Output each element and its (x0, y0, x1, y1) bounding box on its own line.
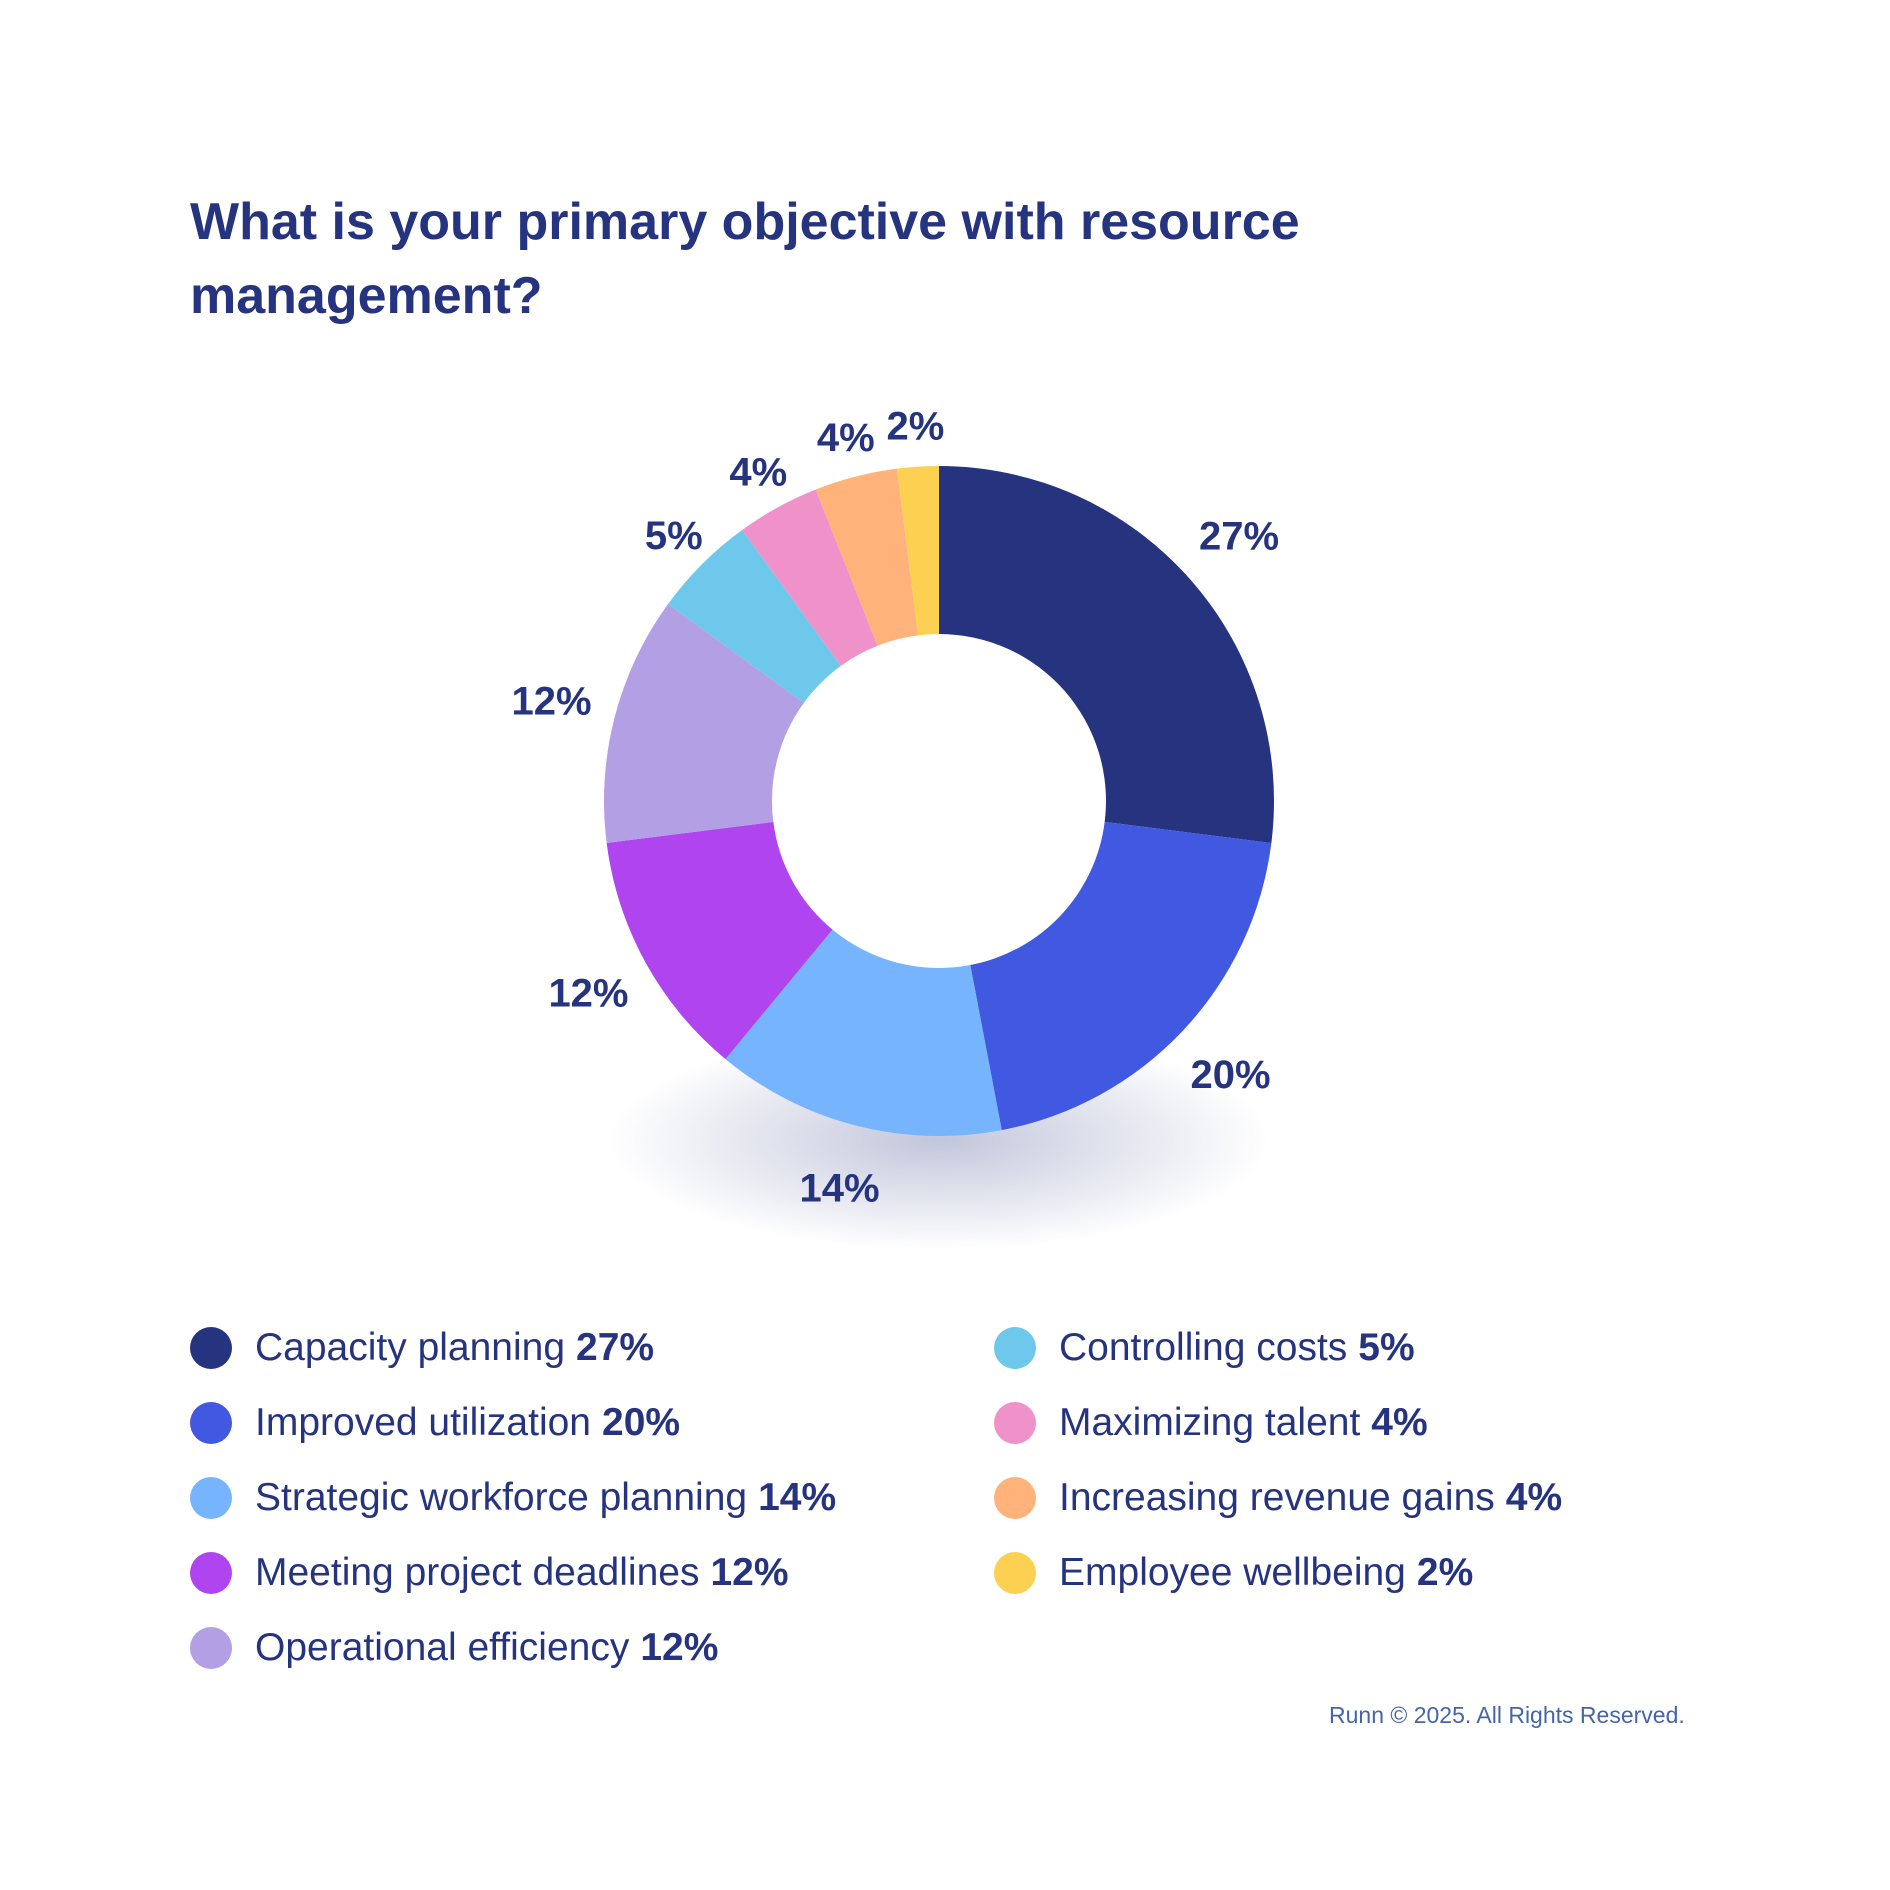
legend-item: Operational efficiency 12% (190, 1610, 836, 1685)
legend-swatch (190, 1476, 232, 1519)
legend-value: 5% (1358, 1325, 1415, 1369)
legend-swatch (190, 1551, 232, 1594)
legend-swatch (994, 1326, 1036, 1369)
legend-swatch (994, 1551, 1036, 1594)
legend-item: Improved utilization 20% (190, 1385, 836, 1460)
legend-value: 14% (758, 1475, 837, 1519)
slice-strategic-workforce-planning (725, 929, 1002, 1136)
copyright-footer: Runn © 2025. All Rights Reserved. (1329, 1702, 1685, 1728)
legend-swatch (994, 1476, 1036, 1519)
legend-item: Strategic workforce planning 14% (190, 1460, 836, 1535)
legend-label: Employee wellbeing (1059, 1550, 1406, 1594)
data-label: 4% (817, 416, 875, 460)
legend-label: Meeting project deadlines (255, 1550, 700, 1594)
legend-item: Increasing revenue gains 4% (994, 1460, 1562, 1535)
slice-meeting-project-deadlines (606, 821, 833, 1060)
data-label: 20% (1191, 1053, 1271, 1097)
slice-employee-wellbeing (897, 466, 939, 636)
legend-value: 4% (1371, 1400, 1428, 1444)
legend-swatch (190, 1401, 232, 1444)
legend-right-column: Controlling costs 5% Maximizing talent 4% In… (994, 1310, 1562, 1610)
data-label: 12% (512, 680, 592, 724)
legend-label: Operational efficiency (255, 1625, 630, 1669)
data-label: 12% (548, 972, 628, 1016)
slice-capacity-planning (939, 466, 1274, 843)
legend-value: 27% (576, 1325, 655, 1369)
data-label: 4% (729, 450, 787, 494)
data-label: 2% (887, 405, 945, 449)
donut-chart: 27% 20% 14% 12% 12% 5% 4% 4% 2% (512, 405, 1279, 1250)
legend-swatch (994, 1401, 1036, 1444)
slice-increasing-revenue-gains (815, 468, 919, 646)
data-label: 5% (645, 514, 703, 558)
data-label: 14% (799, 1166, 879, 1210)
slice-controlling-costs (667, 529, 841, 703)
legend-value: 20% (602, 1400, 681, 1444)
slice-operational-efficiency (604, 604, 804, 843)
legend-item: Controlling costs 5% (994, 1310, 1562, 1385)
legend-label: Capacity planning (255, 1325, 566, 1369)
legend-item: Maximizing talent 4% (994, 1385, 1562, 1460)
legend-label: Improved utilization (255, 1400, 591, 1444)
legend-item: Meeting project deadlines 12% (190, 1535, 836, 1610)
legend-value: 2% (1416, 1550, 1474, 1594)
legend-label: Maximizing talent (1059, 1400, 1361, 1444)
data-label: 27% (1199, 514, 1279, 558)
legend-value: 12% (710, 1550, 789, 1594)
slice-improved-utilization (970, 821, 1272, 1131)
legend-item: Employee wellbeing 2% (994, 1535, 1562, 1610)
legend-value: 12% (640, 1625, 719, 1669)
legend-label: Strategic workforce planning (255, 1475, 748, 1519)
legend-swatch (190, 1626, 232, 1669)
legend-item: Capacity planning 27% (190, 1310, 836, 1385)
chart-title: What is your primary objective with reso… (190, 193, 1300, 325)
legend-value: 4% (1505, 1475, 1563, 1519)
legend-swatch (190, 1326, 232, 1369)
slice-maximizing-talent (742, 489, 878, 666)
legend-left-column: Capacity planning 27% Improved utilization… (190, 1310, 836, 1685)
legend-label: Controlling costs (1059, 1325, 1348, 1369)
legend-label: Increasing revenue gains (1059, 1475, 1495, 1519)
